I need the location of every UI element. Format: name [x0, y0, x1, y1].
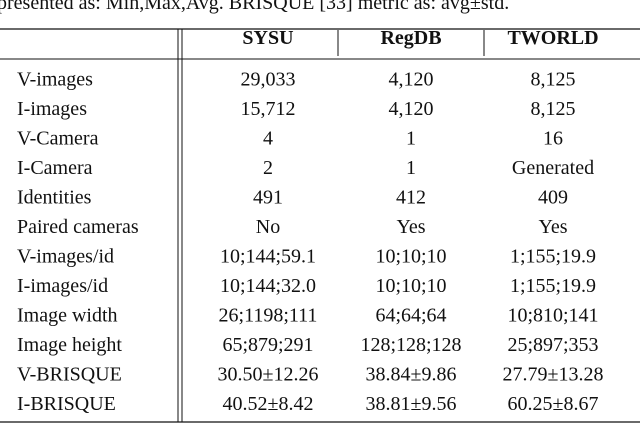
row-label: I-Camera — [17, 157, 93, 179]
cell: 1;155;19.9 — [510, 246, 596, 268]
row-label: Image height — [17, 334, 122, 356]
cell: 491 — [253, 187, 283, 209]
cell: 64;64;64 — [375, 305, 446, 327]
cell: 10;10;10 — [375, 246, 446, 268]
cell: 412 — [396, 187, 426, 209]
cell: 8,125 — [531, 98, 576, 120]
cell: 4,120 — [389, 69, 434, 91]
row-label: I-images — [17, 98, 87, 120]
cell: 15,712 — [241, 98, 296, 120]
cell: 38.84±9.86 — [366, 364, 457, 386]
row-label: Image width — [17, 305, 118, 327]
cell: 2 — [263, 157, 273, 179]
row-label: I-BRISQUE — [17, 393, 116, 415]
cell: 4,120 — [389, 98, 434, 120]
cell: 30.50±12.26 — [218, 364, 319, 386]
cell: 65;879;291 — [222, 334, 313, 356]
cell: 40.52±8.42 — [223, 393, 314, 415]
cell: 60.25±8.67 — [508, 393, 599, 415]
cell: No — [256, 216, 280, 238]
column-header: SYSU — [242, 27, 293, 49]
cell: 10;144;32.0 — [220, 275, 316, 297]
row-label: V-Camera — [17, 128, 99, 150]
cell: 1 — [406, 157, 416, 179]
cell: 38.81±9.56 — [366, 393, 457, 415]
cell: 1;155;19.9 — [510, 275, 596, 297]
cell: Yes — [396, 216, 425, 238]
row-label: V-images/id — [17, 246, 114, 268]
cell: 1 — [406, 128, 416, 150]
cell: 25;897;353 — [507, 334, 598, 356]
column-header: TWORLD — [507, 27, 598, 49]
row-label: Identities — [17, 187, 92, 209]
cell: 26;1198;111 — [219, 305, 318, 327]
column-header: RegDB — [380, 27, 441, 49]
row-label: V-images — [17, 69, 93, 91]
row-label: V-BRISQUE — [17, 364, 122, 386]
caption: presented as: Min,Max,Avg. BRISQUE [33] … — [0, 0, 509, 14]
row-label: I-images/id — [17, 275, 108, 297]
cell: 10;10;10 — [375, 275, 446, 297]
cell: Yes — [538, 216, 567, 238]
cell: 29,033 — [241, 69, 296, 91]
cell: 10;810;141 — [507, 305, 598, 327]
cell: 27.79±13.28 — [503, 364, 604, 386]
cell: 409 — [538, 187, 568, 209]
cell: 10;144;59.1 — [220, 246, 316, 268]
cell: 8,125 — [531, 69, 576, 91]
cell: 128;128;128 — [360, 334, 461, 356]
cell: 4 — [263, 128, 273, 150]
cell: 16 — [543, 128, 563, 150]
cell: Generated — [512, 157, 594, 179]
row-label: Paired cameras — [17, 216, 139, 238]
